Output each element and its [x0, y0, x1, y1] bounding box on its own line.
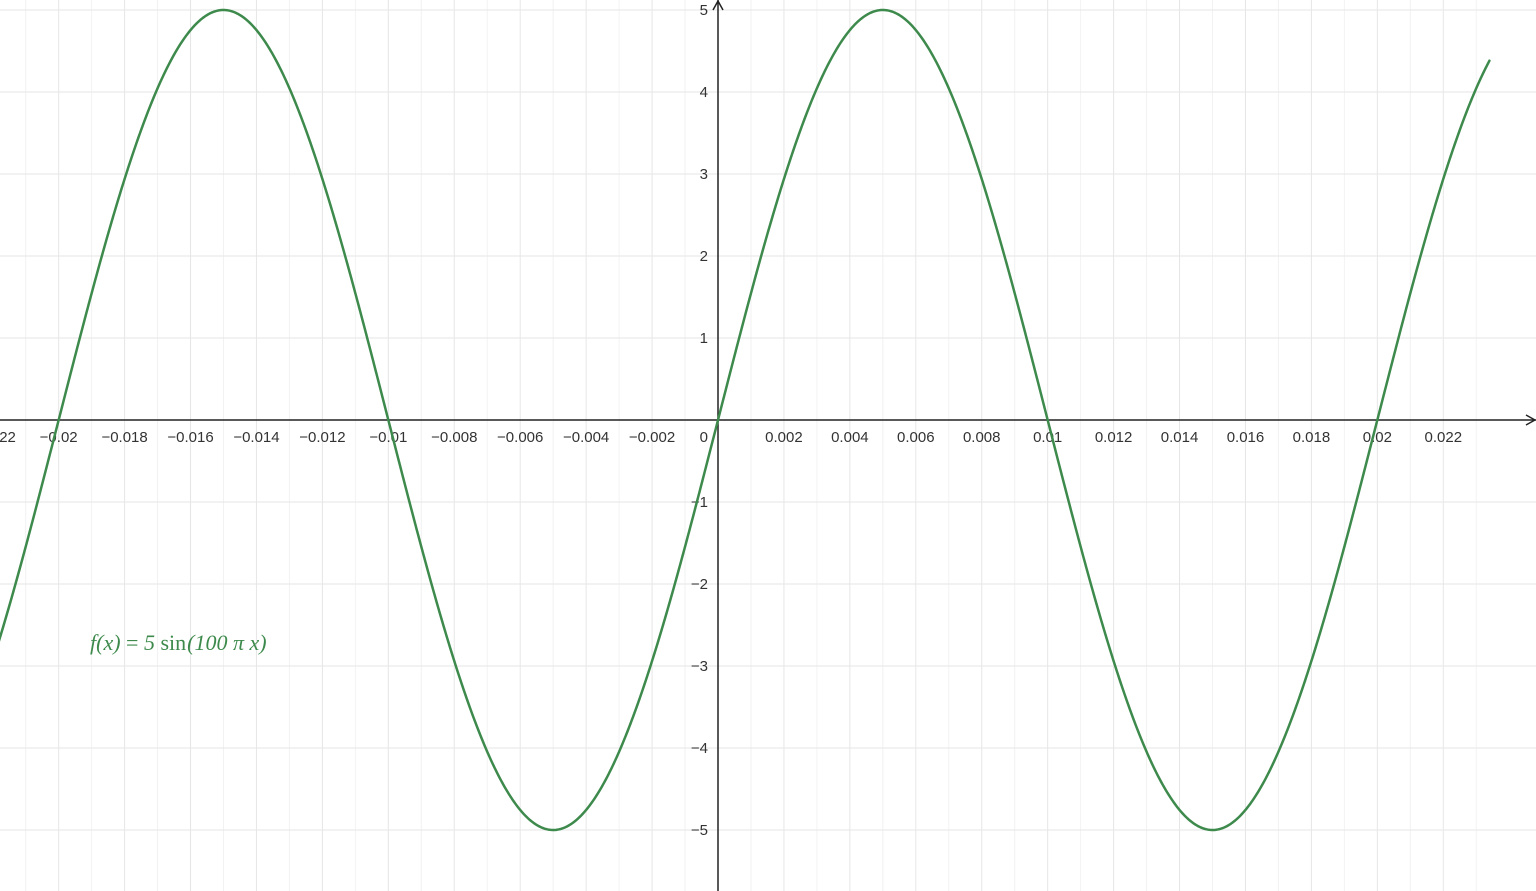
x-tick-label: −0.018	[101, 429, 147, 446]
x-tick-label: −0.01	[369, 429, 407, 446]
x-tick-label: 0.01	[1033, 429, 1062, 446]
y-tick-label: 5	[700, 2, 708, 19]
x-tick-label: 0.022	[1425, 429, 1463, 446]
formula-close: )	[259, 630, 266, 655]
x-tick-label: 0.012	[1095, 429, 1133, 446]
x-tick-label: −0.006	[497, 429, 543, 446]
x-tick-label: −0.022	[0, 429, 16, 446]
x-tick-label: −0.004	[563, 429, 609, 446]
formula-parx: (x)	[96, 630, 120, 655]
function-formula-label: f(x) = 5 sin(100 π x)	[90, 630, 267, 656]
x-tick-label: −0.012	[299, 429, 345, 446]
formula-amp: 5	[144, 630, 161, 655]
y-tick-label: 4	[700, 84, 708, 101]
x-tick-label: 0.02	[1363, 429, 1392, 446]
y-tick-label: −2	[691, 576, 708, 593]
formula-x: x	[244, 630, 259, 655]
formula-eq: =	[121, 630, 144, 655]
y-tick-label: −5	[691, 822, 708, 839]
y-tick-label: −4	[691, 740, 708, 757]
x-tick-label: −0.002	[629, 429, 675, 446]
x-tick-label: 0.014	[1161, 429, 1199, 446]
y-tick-label: 1	[700, 330, 708, 347]
x-tick-label: 0.018	[1293, 429, 1331, 446]
x-tick-label: 0.002	[765, 429, 803, 446]
formula-100: 100	[194, 630, 233, 655]
y-tick-label: −3	[691, 658, 708, 675]
x-tick-label: 0.004	[831, 429, 869, 446]
x-tick-label: −0.02	[40, 429, 78, 446]
y-tick-label: 3	[700, 166, 708, 183]
function-plot: −0.022−0.02−0.018−0.016−0.014−0.012−0.01…	[0, 0, 1536, 891]
formula-pi: π	[233, 630, 244, 655]
y-tick-label: 2	[700, 248, 708, 265]
x-tick-label: 0.006	[897, 429, 935, 446]
x-tick-label: −0.008	[431, 429, 477, 446]
x-tick-label: −0.016	[167, 429, 213, 446]
x-tick-label: 0.008	[963, 429, 1001, 446]
x-tick-label: −0.014	[233, 429, 279, 446]
x-tick-label: 0.016	[1227, 429, 1265, 446]
origin-label: 0	[700, 429, 708, 446]
formula-sin: sin	[160, 630, 186, 655]
